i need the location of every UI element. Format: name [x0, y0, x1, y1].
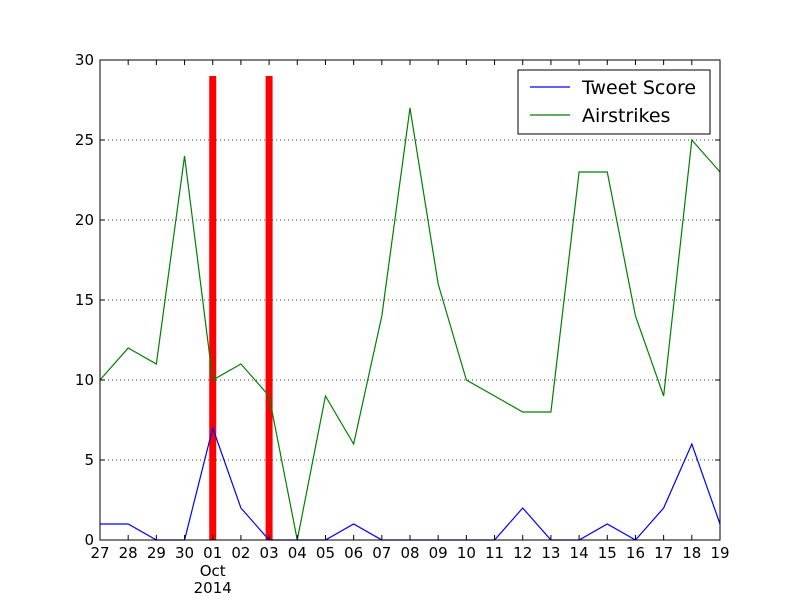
x-tick-label: 13 — [541, 544, 560, 562]
y-tick-label: 30 — [75, 51, 94, 69]
x-tick-label: 01 — [203, 544, 222, 562]
x-secondary-label: 2014 — [194, 579, 232, 597]
x-tick-label: 05 — [316, 544, 335, 562]
x-tick-label: 02 — [231, 544, 250, 562]
x-tick-label: 18 — [682, 544, 701, 562]
y-tick-label: 20 — [75, 211, 94, 229]
vertical-marker-bar — [209, 76, 217, 540]
legend: Tweet Score Airstrikes — [517, 69, 711, 135]
series-line-1 — [99, 107, 721, 541]
x-tick-label: 17 — [654, 544, 673, 562]
x-tick-label: 30 — [175, 544, 194, 562]
y-tick-label: 10 — [75, 371, 94, 389]
x-tick-label: 28 — [119, 544, 138, 562]
x-tick-label: 08 — [400, 544, 419, 562]
x-tick-label: 03 — [260, 544, 279, 562]
y-tick-label: 5 — [84, 451, 94, 469]
x-tick-label: 09 — [429, 544, 448, 562]
x-tick-label: 12 — [513, 544, 532, 562]
x-tick-label: 15 — [598, 544, 617, 562]
y-tick-label: 0 — [84, 531, 94, 549]
x-secondary-label: Oct — [200, 562, 226, 580]
y-tick-label: 15 — [75, 291, 94, 309]
vertical-markers — [209, 76, 273, 540]
legend-label-0: Tweet Score — [581, 77, 696, 99]
x-tick-label: 10 — [457, 544, 476, 562]
x-tick-label: 04 — [288, 544, 307, 562]
x-tick-label: 19 — [710, 544, 729, 562]
x-tick-label: 06 — [344, 544, 363, 562]
x-tick-label: 14 — [570, 544, 589, 562]
y-tick-label: 25 — [75, 131, 94, 149]
legend-label-1: Airstrikes — [582, 105, 670, 127]
x-tick-label: 27 — [90, 544, 109, 562]
legend-box — [517, 69, 711, 135]
x-tick-label: 29 — [147, 544, 166, 562]
x-tick-label: 11 — [485, 544, 504, 562]
x-tick-label: 16 — [626, 544, 645, 562]
x-tick-label: 07 — [372, 544, 391, 562]
vertical-marker-bar — [265, 76, 273, 540]
